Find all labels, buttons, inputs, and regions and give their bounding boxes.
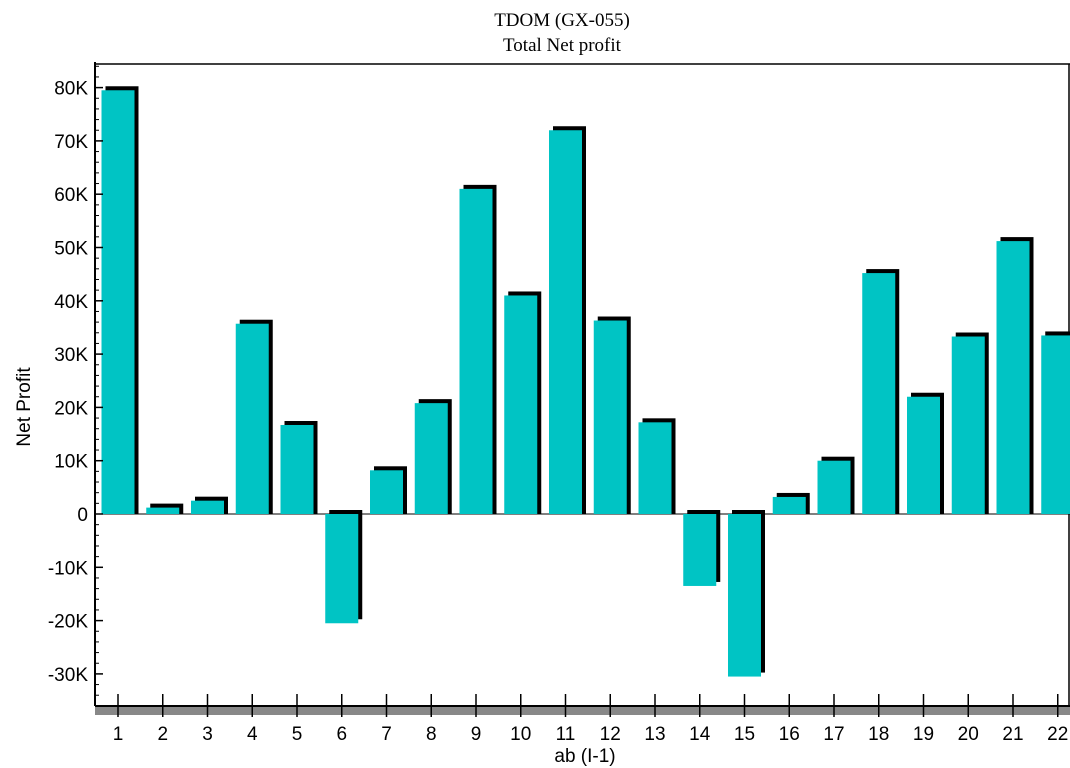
bar-10 <box>504 295 538 514</box>
bar-12 <box>593 320 627 514</box>
bar-21 <box>996 241 1030 514</box>
x-tick-label: 15 <box>734 724 755 745</box>
chart-subtitle: Total Net profit <box>503 35 622 56</box>
x-tick-label: 19 <box>913 724 934 745</box>
x-tick-label: 6 <box>336 724 347 745</box>
y-tick-label: -30K <box>48 665 88 686</box>
x-tick-label: 2 <box>157 724 168 745</box>
bar-18 <box>862 273 896 514</box>
y-tick-label: 30K <box>54 345 88 366</box>
bar-13 <box>638 422 672 514</box>
y-tick-label: -20K <box>48 612 88 633</box>
bar-8 <box>414 403 448 514</box>
y-tick-label: 80K <box>54 79 88 100</box>
x-tick-label: 18 <box>868 724 889 745</box>
x-tick-label: 4 <box>247 724 258 745</box>
x-axis-label: ab (I-1) <box>554 746 615 767</box>
y-axis-label: Net Profit <box>14 367 35 447</box>
bar-7 <box>370 470 403 514</box>
bar-17 <box>817 460 851 514</box>
x-tick-label: 14 <box>689 724 711 745</box>
x-tick-label: 3 <box>202 724 213 745</box>
x-axis: 1 2 3 4 5 6 7 8 9 10 11 12 13 14 15 16 17 18 19 20 21 22 <box>113 694 1068 745</box>
chart-title: TDOM (GX-055) <box>494 10 630 31</box>
y-tick-label: -10K <box>48 558 88 579</box>
y-axis: 80K 70K 60K 50K 40K 30K 20K 10K 0 -10K -20K -30K <box>48 65 103 696</box>
bar-16 <box>772 496 806 514</box>
y-tick-label: 60K <box>54 185 88 206</box>
bar-22 <box>1041 335 1070 514</box>
x-tick-label: 8 <box>426 724 437 745</box>
x-axis-bar <box>95 706 1070 715</box>
x-tick-label: 12 <box>600 724 621 745</box>
y-tick-label: 20K <box>54 398 88 419</box>
x-tick-label: 1 <box>113 724 124 745</box>
y-tick-label: 40K <box>54 292 88 313</box>
bar-4 <box>235 323 269 514</box>
y-tick-label: 50K <box>54 239 88 260</box>
bar-14 <box>683 514 717 586</box>
bar-1 <box>101 90 135 514</box>
bar-3 <box>191 500 224 514</box>
x-tick-label: 5 <box>292 724 303 745</box>
x-tick-label: 16 <box>779 724 800 745</box>
x-tick-label: 10 <box>510 724 531 745</box>
x-tick-label: 22 <box>1047 724 1068 745</box>
bars <box>101 86 1070 677</box>
x-tick-label: 13 <box>644 724 665 745</box>
x-tick-label: 21 <box>1002 724 1023 745</box>
x-tick-label: 20 <box>958 724 979 745</box>
bar-6 <box>325 514 359 624</box>
x-tick-label: 17 <box>823 724 844 745</box>
bar-19 <box>907 396 940 514</box>
bar-11 <box>549 130 582 515</box>
bar-15 <box>728 514 761 677</box>
y-tick-label: 10K <box>54 452 88 473</box>
bar-9 <box>459 188 493 514</box>
x-tick-label: 11 <box>556 724 576 745</box>
x-tick-label: 7 <box>381 724 392 745</box>
bar-20 <box>951 336 985 514</box>
bar-5 <box>280 424 314 514</box>
y-tick-label: 70K <box>54 132 88 153</box>
bar-2 <box>146 507 180 514</box>
x-tick-label: 9 <box>471 724 482 745</box>
y-tick-label: 0 <box>77 505 88 526</box>
